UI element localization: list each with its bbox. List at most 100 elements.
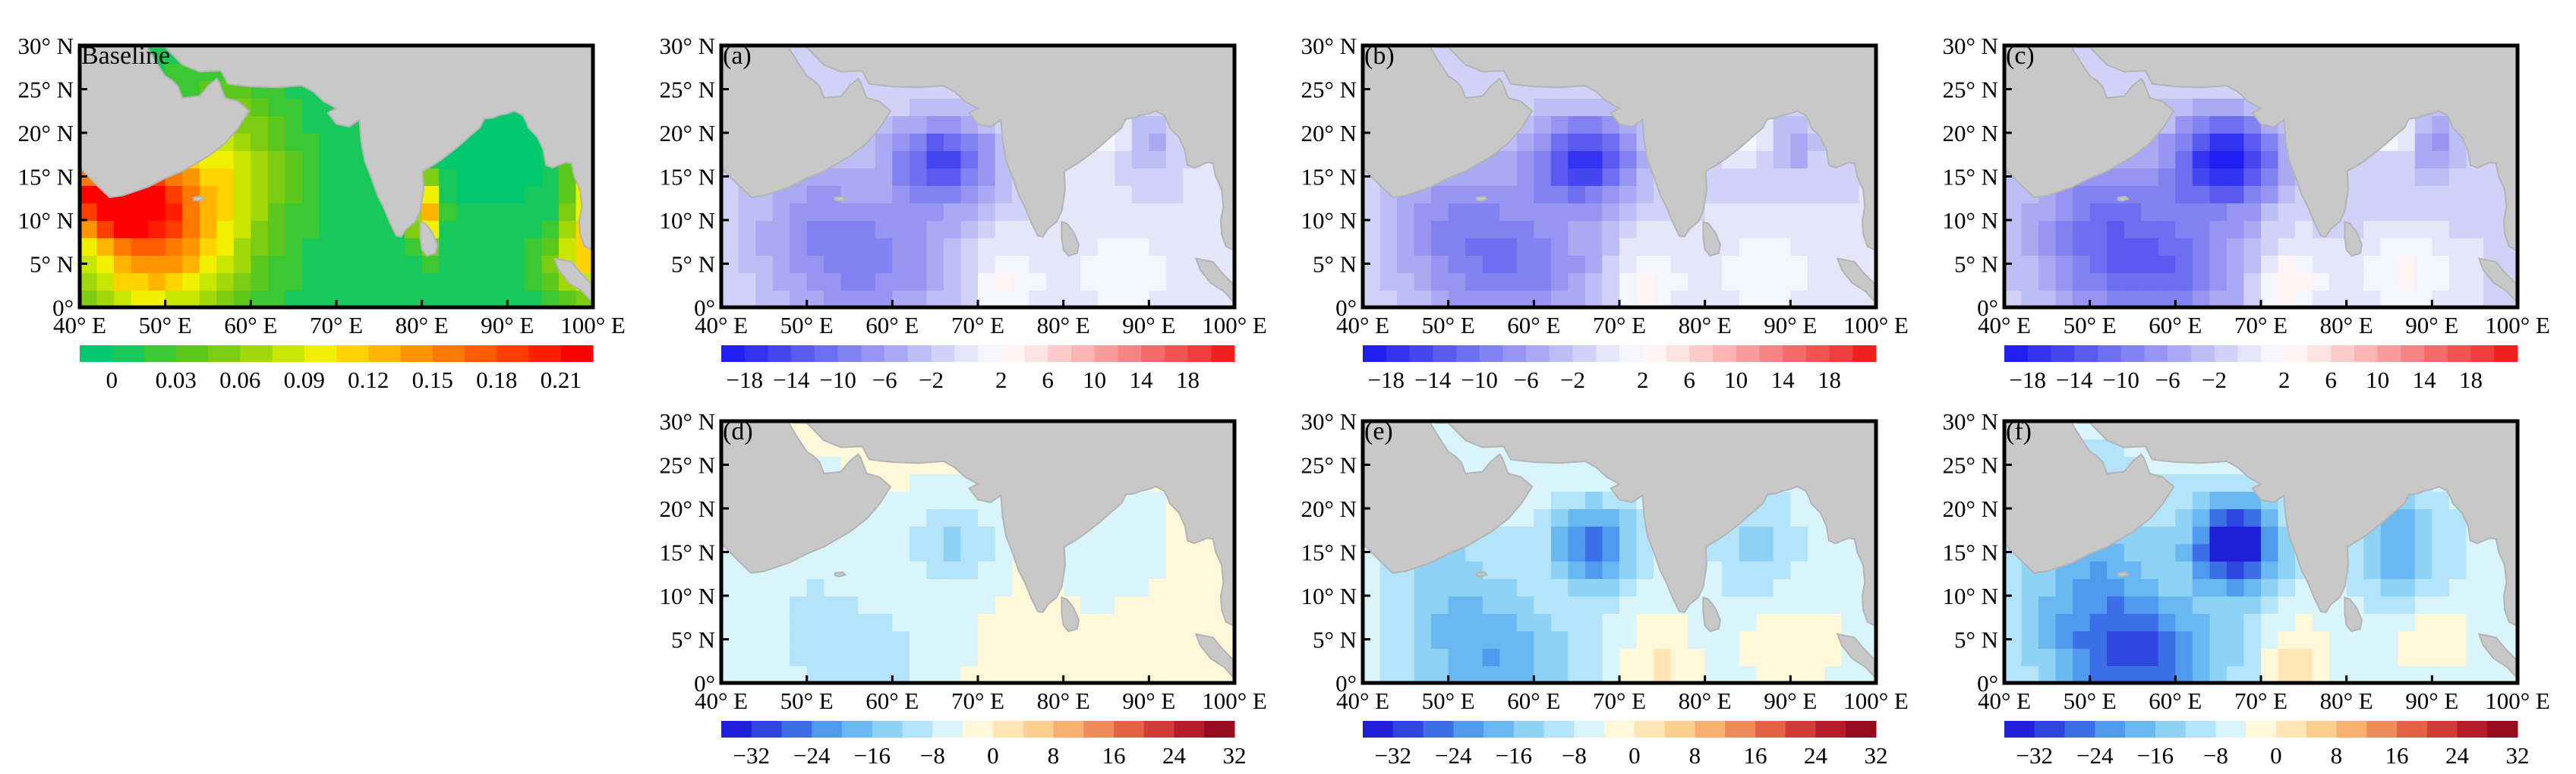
colorbar-tick-label: 0.21 bbox=[541, 367, 582, 393]
x-tick-label: 50° E bbox=[139, 312, 192, 338]
landmass bbox=[2344, 220, 2363, 257]
colorbar-tick-label: −8 bbox=[2203, 742, 2228, 769]
x-tick-label: 70° E bbox=[951, 312, 1004, 338]
colorbar-swatch bbox=[1363, 345, 1387, 362]
colorbar-e: −32 −24 −16 −8 0 8 16 24 32 bbox=[1363, 721, 1888, 769]
landmass bbox=[1702, 220, 1721, 257]
colorbar-tick-label: 8 bbox=[1048, 742, 1060, 769]
colorbar-tick-label: −16 bbox=[1496, 742, 1532, 769]
colorbar-tick-label: −2 bbox=[1560, 367, 1585, 393]
colorbar-swatch bbox=[2457, 721, 2488, 738]
colorbar-swatch bbox=[2306, 721, 2337, 738]
landmass bbox=[2004, 46, 2175, 199]
landmass bbox=[2004, 421, 2175, 574]
x-tick-label: 90° E bbox=[1764, 312, 1817, 338]
colorbar-swatch bbox=[560, 345, 594, 362]
x-tick-label: 100° E bbox=[1202, 312, 1267, 338]
colorbar-swatch bbox=[1549, 345, 1574, 362]
landmass bbox=[1702, 596, 1721, 633]
colorbar-swatch bbox=[1483, 721, 1515, 738]
y-tick-label: 15° N bbox=[1942, 164, 1998, 190]
colorbar-swatch bbox=[954, 345, 979, 362]
colorbar-swatch bbox=[1689, 345, 1714, 362]
y-tick-label: 25° N bbox=[17, 77, 74, 103]
colorbar-swatch bbox=[2261, 345, 2285, 362]
colorbar-swatch bbox=[465, 345, 497, 362]
x-tick-label: 90° E bbox=[2405, 687, 2458, 714]
colorbar-swatch bbox=[2051, 345, 2075, 362]
colorbar-tick-label: 0 bbox=[2270, 742, 2282, 769]
colorbar-swatch bbox=[2185, 721, 2216, 738]
y-tick-label: 30° N bbox=[1301, 33, 1357, 59]
x-tick-label: 100° E bbox=[2485, 312, 2550, 338]
x-tick-label: 70° E bbox=[951, 687, 1004, 714]
colorbar-tick-label: −16 bbox=[2137, 742, 2174, 769]
colorbar-swatch bbox=[2214, 345, 2238, 362]
colorbar-swatch bbox=[721, 345, 746, 362]
colorbar-swatch bbox=[272, 345, 305, 362]
colorbar-swatch bbox=[932, 721, 963, 738]
colorbar-swatch bbox=[2064, 721, 2095, 738]
colorbar-swatch bbox=[1363, 721, 1394, 738]
colorbar-swatch bbox=[2004, 345, 2029, 362]
colorbar-swatch bbox=[812, 721, 843, 738]
x-tick-label: 100° E bbox=[1843, 312, 1909, 338]
colorbar-swatch bbox=[1666, 345, 1690, 362]
x-tick-label: 50° E bbox=[1422, 687, 1475, 714]
landmass bbox=[1363, 421, 1534, 574]
colorbar-swatch bbox=[2095, 721, 2126, 738]
map-panel-d: 40° E 50° E 60° E 70° E 80° E 90° E 100° E 0° 5°… bbox=[659, 408, 1266, 769]
colorbar-swatch bbox=[2027, 345, 2051, 362]
y-tick-label: 10° N bbox=[659, 583, 715, 609]
colorbar-tick-label: −2 bbox=[2202, 367, 2227, 393]
colorbar-swatch bbox=[721, 721, 752, 738]
colorbar-tick-label: −32 bbox=[2016, 742, 2053, 769]
x-tick-label: 60° E bbox=[865, 312, 919, 338]
colorbar-tick-label: 10 bbox=[2366, 367, 2389, 393]
colorbar-swatch bbox=[902, 721, 933, 738]
colorbar-tick-label: −14 bbox=[2056, 367, 2093, 393]
colorbar-baseline: 0 0.03 0.06 0.09 0.12 0.15 0.18 0.21 bbox=[80, 345, 594, 393]
y-tick-label: 15° N bbox=[1301, 540, 1357, 566]
colorbar-tick-label: −24 bbox=[2076, 742, 2114, 769]
landmass bbox=[2477, 633, 2518, 680]
colorbar-tick-label: 16 bbox=[2385, 742, 2408, 769]
colorbar-swatch bbox=[208, 345, 241, 362]
colorbar-swatch bbox=[2246, 721, 2277, 738]
colorbar-swatch bbox=[240, 345, 273, 362]
colorbar-tick-label: 18 bbox=[1176, 367, 1200, 393]
map-panel-b: 40° E 50° E 60° E 70° E 80° E 90° E 100° E 0° 5°… bbox=[1301, 33, 1908, 393]
x-tick-label: 80° E bbox=[1679, 687, 1732, 714]
colorbar-tick-label: 0.06 bbox=[219, 367, 260, 393]
colorbar-swatch bbox=[2155, 721, 2187, 738]
y-tick-label: 30° N bbox=[1942, 408, 1998, 435]
colorbar-swatch bbox=[1455, 345, 1480, 362]
colorbar-tick-label: −10 bbox=[2102, 367, 2139, 393]
x-tick-label: 70° E bbox=[2234, 312, 2288, 338]
y-tick-label: 5° N bbox=[1313, 251, 1357, 278]
landmass bbox=[80, 46, 251, 199]
landmass bbox=[834, 571, 847, 577]
panel-label: (b) bbox=[1364, 42, 1395, 70]
colorbar-tick-label: 6 bbox=[1042, 367, 1054, 393]
x-tick-label: 60° E bbox=[2149, 687, 2202, 714]
colorbar-swatch bbox=[1024, 345, 1048, 362]
colorbar-swatch bbox=[2354, 345, 2379, 362]
colorbar-swatch bbox=[400, 345, 434, 362]
colorbar-swatch bbox=[1453, 721, 1484, 738]
colorbar-tick-label: 32 bbox=[2506, 742, 2530, 769]
x-tick-label: 90° E bbox=[1764, 687, 1817, 714]
colorbar-tick-label: −10 bbox=[819, 367, 856, 393]
colorbar-swatch bbox=[1386, 345, 1410, 362]
landmass bbox=[147, 46, 593, 252]
colorbar-swatch bbox=[1783, 345, 1807, 362]
colorbar-swatch bbox=[1433, 345, 1457, 362]
colorbar-swatch bbox=[1725, 721, 1756, 738]
x-tick-label: 50° E bbox=[780, 312, 834, 338]
y-tick-label: 5° N bbox=[30, 251, 74, 278]
y-tick-label: 0° bbox=[694, 294, 715, 321]
map-panel-e: 40° E 50° E 60° E 70° E 80° E 90° E 100° E 0° 5°… bbox=[1301, 408, 1908, 769]
y-tick-label: 30° N bbox=[1301, 408, 1357, 435]
x-tick-label: 40° E bbox=[695, 687, 748, 714]
